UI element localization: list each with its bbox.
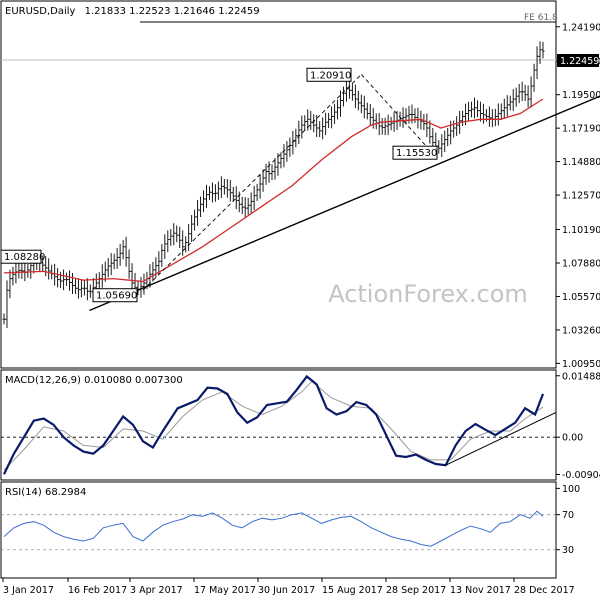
- price-marks: 1.08280 1.05690 1.20910 1.15530: [0, 41, 600, 329]
- x-tick-label: 30 Jun 2017: [258, 585, 315, 596]
- wave-dashed-line: [361, 74, 432, 152]
- macd-panel: MACD(12,26,9) 0.010080 0.007300 0.014887…: [0, 369, 600, 481]
- macd-tick-label: 0.00: [562, 433, 583, 444]
- x-axis-ticks: 3 Jan 2017 16 Feb 2017 3 Apr 2017 17 May 20…: [2, 578, 575, 596]
- ohlc-values: 1.21833 1.22523 1.21646 1.22459: [85, 6, 260, 17]
- fe-label: FE 61.8: [524, 13, 558, 23]
- price-tick-label: 1.19500: [562, 90, 600, 101]
- rsi-y-ticks: 100 70 30: [556, 484, 580, 556]
- current-price-text: 1.22459: [560, 56, 599, 67]
- price-annotation-box: [0, 249, 42, 264]
- price-tick-label: 1.10190: [562, 225, 600, 236]
- price-tick-label: 1.07880: [562, 259, 600, 270]
- x-tick-label: 3 Jan 2017: [3, 585, 54, 596]
- price-panel-title: EURUSD,Daily 1.21833 1.22523 1.21646 1.2…: [5, 6, 260, 17]
- macd-tick-label: -0.009045: [562, 470, 600, 481]
- price-tick-label: 1.05570: [562, 292, 600, 303]
- price-tick-label: 1.14880: [562, 157, 600, 168]
- moving-average-line: [3, 98, 544, 283]
- x-tick-label: 28 Dec 2017: [514, 585, 575, 596]
- support-trendline: [89, 95, 600, 312]
- symbol-label: EURUSD,Daily: [5, 6, 76, 17]
- price-panel: EURUSD,Daily 1.21833 1.22523 1.21646 1.2…: [0, 0, 600, 370]
- macd-signal-line: [3, 380, 544, 471]
- rsi-title: RSI(14) 68.2984: [5, 487, 86, 498]
- macd-title: MACD(12,26,9) 0.010080 0.007300: [5, 375, 183, 386]
- macd-tick-label: 0.014887: [562, 371, 600, 382]
- macd-marks: [1, 374, 557, 475]
- macd-trendline: [445, 411, 557, 466]
- price-annotation-label: 1.05690: [96, 291, 137, 302]
- price-annotation-box: [306, 67, 352, 82]
- rsi-panel: RSI(14) 68.2984 100 70 30: [0, 481, 580, 579]
- macd-y-ticks: 0.014887 0.00 -0.009045: [556, 371, 600, 481]
- rsi-tick-label: 70: [562, 510, 574, 521]
- price-tick-label: 1.17190: [562, 124, 600, 135]
- price-panel-border: [0, 0, 557, 369]
- macd-line: [3, 374, 545, 475]
- macd-panel-border: [0, 369, 557, 481]
- rsi-panel-border: [0, 481, 557, 579]
- current-price-tag: [557, 54, 599, 67]
- rsi-line: [3, 510, 544, 547]
- x-tick-label: 17 May 2017: [194, 585, 256, 596]
- price-tick-label: 1.00950: [562, 359, 600, 370]
- price-tick-label: 1.12570: [562, 191, 600, 202]
- wave-dashed-line: [142, 74, 362, 291]
- price-annotation-label: 1.20910: [310, 70, 351, 81]
- rsi-marks: [1, 510, 556, 551]
- price-annotation-box: [92, 288, 138, 303]
- price-annotation-label: 1.08280: [4, 252, 45, 263]
- price-annotation-label: 1.15530: [396, 148, 437, 159]
- x-tick-label: 28 Sep 2017: [386, 585, 446, 596]
- watermark: ActionForex.com: [328, 280, 528, 308]
- price-tick-label: 1.24190: [562, 22, 600, 33]
- price-tick-label: 1.03260: [562, 325, 600, 336]
- price-annotation-box: [392, 145, 438, 160]
- rsi-tick-label: 100: [562, 484, 580, 495]
- x-tick-label: 15 Aug 2017: [322, 585, 383, 596]
- x-tick-label: 3 Apr 2017: [130, 585, 183, 596]
- rsi-tick-label: 30: [562, 545, 574, 556]
- x-tick-label: 13 Nov 2017: [450, 585, 511, 596]
- x-tick-label: 16 Feb 2017: [68, 585, 127, 596]
